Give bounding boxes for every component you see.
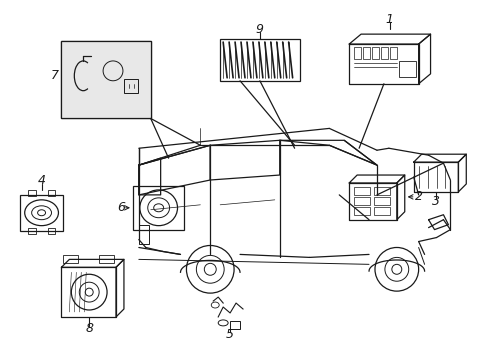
Bar bbox=[47, 228, 55, 234]
Bar bbox=[139, 225, 148, 244]
Bar bbox=[362, 47, 369, 59]
Bar bbox=[28, 228, 36, 234]
Bar bbox=[28, 190, 36, 196]
Bar bbox=[380, 47, 387, 59]
Bar bbox=[230, 321, 240, 329]
Text: 9: 9 bbox=[255, 23, 264, 36]
Bar bbox=[373, 197, 389, 205]
Bar bbox=[61, 41, 150, 118]
Text: 7: 7 bbox=[50, 69, 59, 82]
Bar bbox=[353, 47, 360, 59]
Bar bbox=[389, 47, 396, 59]
Bar bbox=[47, 190, 55, 196]
Bar bbox=[61, 41, 150, 118]
Bar bbox=[99, 255, 114, 264]
Bar bbox=[61, 41, 150, 118]
Bar bbox=[353, 197, 369, 205]
Text: 2: 2 bbox=[414, 190, 422, 203]
Text: 8: 8 bbox=[85, 322, 93, 336]
Text: 6: 6 bbox=[117, 201, 125, 214]
Bar bbox=[133, 186, 184, 230]
Text: 3: 3 bbox=[430, 195, 439, 208]
Bar bbox=[353, 207, 369, 215]
Bar bbox=[123, 79, 138, 93]
Bar bbox=[353, 187, 369, 195]
Bar bbox=[20, 195, 63, 231]
Text: 1: 1 bbox=[385, 13, 393, 26]
Text: 5: 5 bbox=[225, 328, 234, 341]
Text: 4: 4 bbox=[38, 175, 45, 188]
Bar bbox=[398, 61, 415, 77]
Bar bbox=[373, 207, 389, 215]
Bar bbox=[63, 255, 78, 264]
Bar bbox=[373, 187, 389, 195]
Bar bbox=[371, 47, 378, 59]
Bar bbox=[220, 39, 299, 81]
